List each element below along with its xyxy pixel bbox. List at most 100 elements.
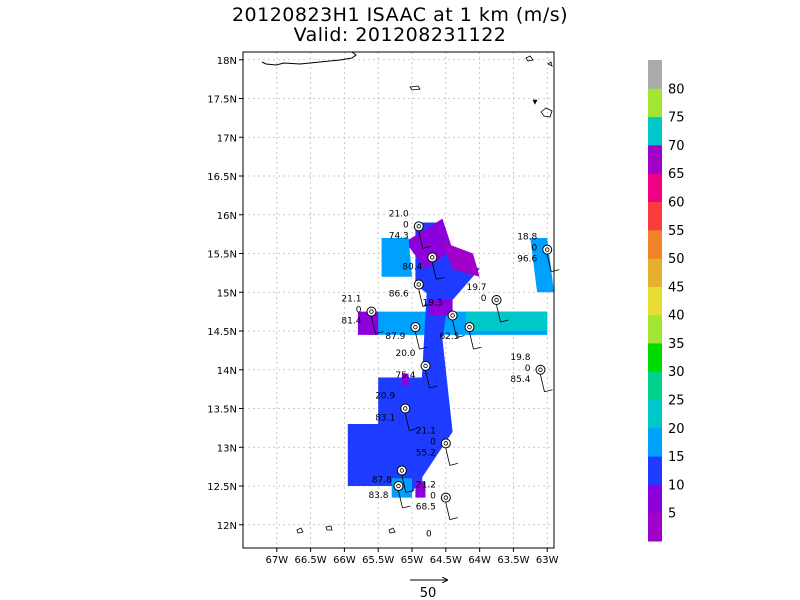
coastline xyxy=(261,52,553,534)
colorbar-swatch xyxy=(648,116,662,146)
colorbar-swatch xyxy=(648,399,662,429)
colorbar-swatch xyxy=(648,173,662,202)
station-marker-inner xyxy=(545,247,550,252)
station-marker-inner xyxy=(430,255,435,260)
y-tick-label: 15N xyxy=(217,288,237,299)
station-pres-label: 96.6 xyxy=(517,255,537,265)
colorbar-swatch xyxy=(648,456,662,485)
wind-barb xyxy=(540,374,545,392)
station-marker xyxy=(413,279,424,290)
colorbar-label: 5 xyxy=(668,507,676,522)
wind-barb xyxy=(546,254,552,272)
colorbar-swatch xyxy=(648,144,662,174)
station-speed-label: 21.1 xyxy=(416,426,436,436)
station-speed-label: 21.2 xyxy=(416,481,436,491)
y-tick-label: 13.5N xyxy=(207,405,237,416)
station-speed-label: 18.8 xyxy=(517,233,537,243)
station-mid-label: 0 xyxy=(481,294,487,304)
wind-barb-flag xyxy=(436,276,445,280)
station-marker-inner xyxy=(416,224,421,229)
coastline-island-3 xyxy=(540,107,553,118)
wind-barb-flag xyxy=(405,490,414,493)
colorbar-label: 55 xyxy=(668,224,685,239)
colorbar-label: 35 xyxy=(668,337,685,352)
reference-vector: 50 xyxy=(410,580,447,600)
colorbar-swatch xyxy=(648,371,662,400)
station-marker-inner xyxy=(538,367,543,372)
wind-barb xyxy=(496,304,501,323)
wind-speed-swath xyxy=(378,377,433,424)
y-tick-label: 15.5N xyxy=(207,250,237,261)
station-marker xyxy=(440,438,451,449)
plot-frame xyxy=(242,51,555,549)
wind-barb-flag xyxy=(402,505,411,509)
colorbar-label: 30 xyxy=(668,365,685,380)
station-speed-label: 19.7 xyxy=(466,283,486,293)
station-marker-inner xyxy=(494,297,499,303)
wind-barb-flag xyxy=(551,269,560,273)
station-marker xyxy=(535,364,546,375)
station-pres-label: 75.4 xyxy=(395,371,415,381)
wind-barb xyxy=(431,262,437,280)
wind-barb xyxy=(398,490,403,509)
station-mid-label: 0 xyxy=(356,306,362,316)
wind-barb xyxy=(452,320,457,338)
station-speed-label: 21.1 xyxy=(341,295,361,305)
station-pres-label: 83.1 xyxy=(375,414,395,424)
colorbar-label: 25 xyxy=(668,394,685,409)
station-pres-label: 83.8 xyxy=(368,491,388,501)
station-mid-label: 0 xyxy=(532,244,538,254)
station-marker-inner xyxy=(423,363,428,369)
wind-barb xyxy=(425,370,430,388)
x-tick-label: 63.5W xyxy=(497,555,529,566)
wind-speed-swath xyxy=(381,238,412,277)
wind-speed-swath xyxy=(405,218,453,269)
station-pres-label: 80.4 xyxy=(402,262,422,272)
wind-barb xyxy=(469,332,474,350)
y-tick-label: 16N xyxy=(217,211,237,222)
colorbar-swatch xyxy=(648,201,662,231)
colorbar-label: 75 xyxy=(668,111,685,126)
y-tick-label: 12N xyxy=(217,521,237,532)
x-tick-label: 66.5W xyxy=(295,555,327,566)
reference-vector-label: 50 xyxy=(420,586,437,600)
station-mid-label: 0 xyxy=(430,492,436,502)
x-tick-label: 63W xyxy=(536,555,559,566)
station-pres-label: 85.4 xyxy=(510,375,530,385)
chart-title: 20120823H1 ISAAC at 1 km (m/s) xyxy=(231,4,569,26)
colorbar-swatch xyxy=(648,484,662,514)
wind-barb-flag xyxy=(544,389,553,393)
y-tick-label: 17.5N xyxy=(207,95,237,106)
station-marker-inner xyxy=(443,441,449,446)
station-marker xyxy=(440,492,451,503)
y-tick-label: 16.5N xyxy=(207,172,237,183)
station-bottom-label: 0 xyxy=(426,530,432,540)
colorbar: 5 10 15 20 25 30 35 40 45 50 55 60 65 70 75 80 xyxy=(648,60,685,542)
station-marker-inner xyxy=(467,324,472,330)
station-speed-label: 19.8 xyxy=(510,353,530,363)
colorbar-swatch xyxy=(648,229,662,259)
coastline-north xyxy=(261,52,357,66)
y-tick-label: 12.5N xyxy=(207,482,237,493)
y-tick-label: 14N xyxy=(217,366,237,377)
station-marker-inner xyxy=(403,406,408,411)
station-speed-label: 21.0 xyxy=(389,209,409,219)
colorbar-swatch xyxy=(648,314,662,344)
chart-subtitle: Valid: 201208231122 xyxy=(293,24,507,46)
station-marker xyxy=(400,403,411,414)
station-marker xyxy=(447,310,458,321)
wind-barb xyxy=(445,448,451,466)
wind-speed-swath xyxy=(442,241,480,277)
station-marker-inner xyxy=(396,483,401,489)
x-tick-label: 66W xyxy=(333,555,356,566)
station-marker xyxy=(366,306,377,317)
x-tick-label: 67W xyxy=(265,555,288,566)
station-pres-label: 74.3 xyxy=(389,231,409,241)
colorbar-label: 70 xyxy=(668,139,685,154)
station-marker xyxy=(491,295,502,305)
wind-barb-flag xyxy=(409,428,418,431)
coastline-island-4 xyxy=(532,99,538,105)
colorbar-label: 10 xyxy=(668,478,685,493)
